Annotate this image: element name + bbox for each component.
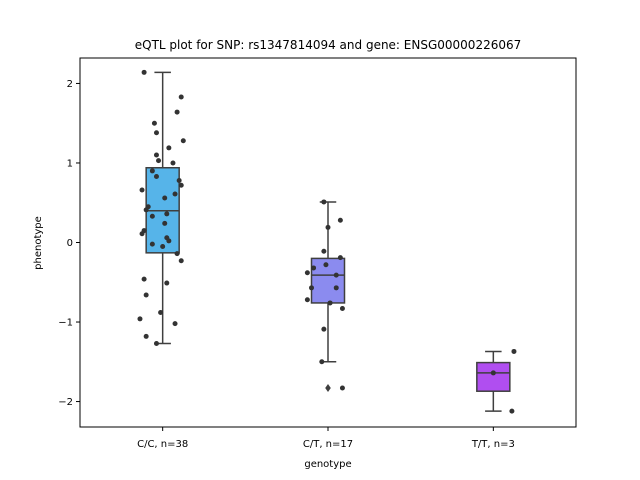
data-point	[139, 187, 145, 193]
data-point	[153, 152, 159, 158]
y-axis-label: phenotype	[33, 216, 44, 270]
data-point	[323, 262, 329, 268]
data-point	[172, 321, 178, 327]
x-tick-label: C/T, n=17	[303, 439, 353, 450]
x-axis: C/C, n=38 C/T, n=17 T/T, n=3	[137, 427, 515, 450]
data-point	[137, 316, 143, 322]
box-group	[310, 201, 346, 393]
data-point	[337, 217, 343, 223]
data-point	[309, 285, 314, 291]
data-point	[174, 251, 180, 257]
y-tick-label: 1	[67, 158, 73, 169]
outlier-marker	[325, 384, 331, 393]
data-point	[156, 158, 162, 164]
data-point	[339, 306, 345, 312]
data-point	[321, 326, 327, 332]
x-tick-label: C/C, n=38	[137, 439, 188, 450]
x-axis-label: genotype	[304, 459, 351, 470]
data-point	[151, 120, 157, 126]
data-point	[304, 270, 310, 276]
data-point	[143, 292, 149, 298]
data-point	[160, 243, 166, 249]
data-point	[143, 333, 149, 339]
y-tick-label: 0	[67, 238, 73, 249]
data-point	[321, 199, 327, 205]
data-point	[162, 220, 168, 226]
data-point	[162, 195, 168, 201]
data-point	[153, 130, 159, 136]
box-group	[476, 350, 511, 412]
data-point	[311, 265, 317, 271]
box	[476, 361, 511, 392]
y-tick-label: −1	[58, 318, 73, 329]
data-point	[170, 160, 176, 166]
data-point	[143, 207, 149, 213]
data-point	[141, 276, 147, 282]
strip-points	[137, 69, 186, 346]
data-point	[339, 385, 345, 391]
data-point	[174, 109, 180, 115]
data-point	[153, 173, 159, 179]
data-point	[325, 224, 331, 230]
data-point	[149, 241, 155, 247]
data-point	[153, 340, 159, 346]
x-tick-label: T/T, n=3	[471, 439, 515, 450]
data-point	[178, 94, 184, 100]
data-point	[178, 182, 184, 188]
data-point	[172, 191, 178, 197]
box-group	[145, 71, 180, 345]
data-point	[139, 231, 145, 237]
data-point	[176, 177, 182, 183]
data-point	[337, 255, 343, 261]
data-point	[141, 69, 147, 75]
strip-points	[304, 199, 345, 391]
data-point	[149, 168, 155, 174]
data-point	[166, 238, 172, 244]
data-point	[164, 280, 170, 286]
data-point	[490, 370, 496, 376]
chart-title: eQTL plot for SNP: rs1347814094 and gene…	[135, 38, 522, 52]
data-point	[509, 408, 515, 414]
strip-points	[490, 348, 517, 414]
data-point	[319, 359, 325, 365]
data-point	[333, 285, 339, 291]
data-point	[178, 258, 184, 264]
data-point	[321, 248, 327, 254]
data-point	[164, 211, 170, 217]
y-tick-label: −2	[58, 397, 73, 408]
data-point	[158, 309, 164, 315]
data-point	[166, 145, 172, 151]
data-point	[149, 213, 155, 219]
data-point	[511, 348, 517, 354]
y-axis: −2 −1 0 1 2	[58, 79, 80, 408]
data-point	[180, 138, 186, 144]
data-point	[304, 297, 310, 303]
data-point	[327, 300, 333, 306]
y-tick-label: 2	[67, 79, 73, 90]
data-point	[333, 272, 339, 278]
plot-marks	[137, 69, 517, 414]
